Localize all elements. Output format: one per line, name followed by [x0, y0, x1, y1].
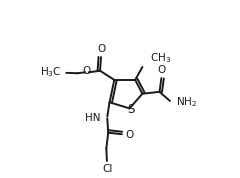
Text: Cl: Cl — [102, 164, 113, 174]
Text: H$_3$C: H$_3$C — [40, 65, 61, 79]
Text: O: O — [125, 130, 134, 140]
Text: S: S — [128, 103, 135, 116]
Text: CH$_3$: CH$_3$ — [150, 51, 171, 65]
Text: O: O — [158, 65, 166, 75]
Text: NH$_2$: NH$_2$ — [176, 95, 197, 109]
Text: O: O — [97, 44, 105, 54]
Text: HN: HN — [85, 113, 101, 123]
Text: O: O — [83, 66, 91, 76]
